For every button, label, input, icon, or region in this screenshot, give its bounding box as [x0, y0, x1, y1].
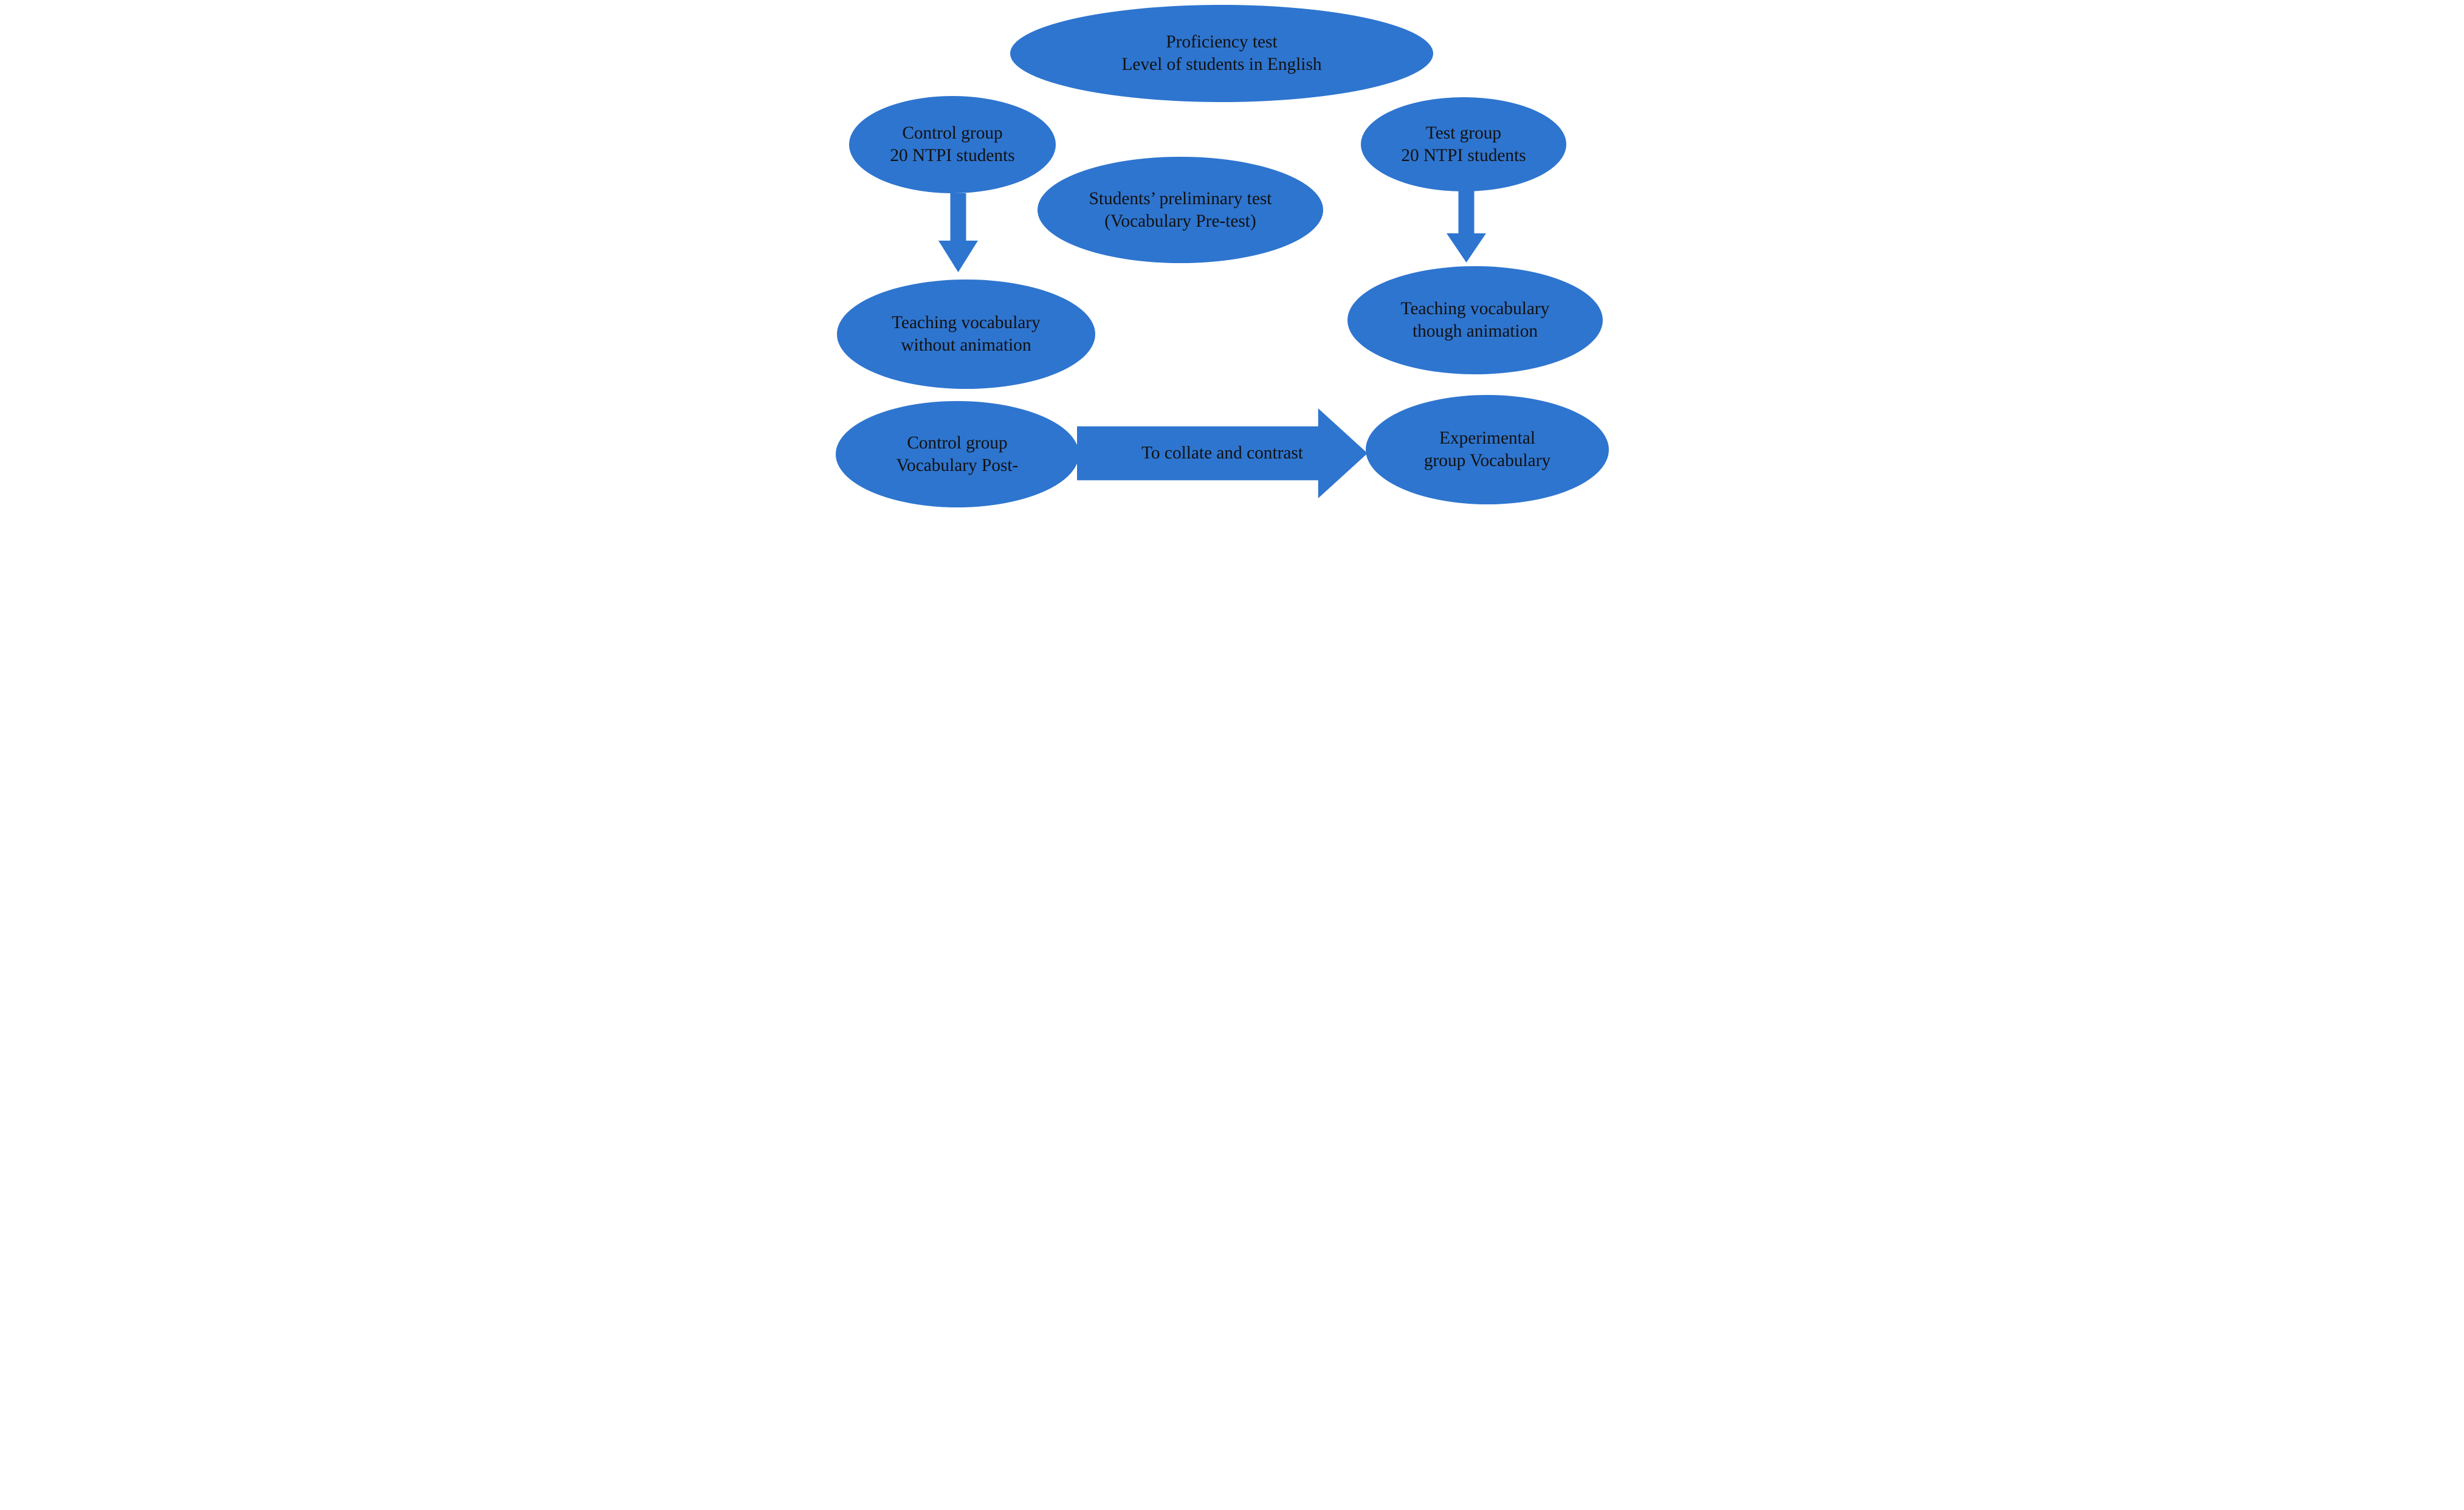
- node-proficiency: Proficiency test Level of students in En…: [1010, 5, 1433, 102]
- node-line: Vocabulary Post-: [896, 455, 1019, 477]
- node-experimental: Experimental group Vocabulary: [1366, 395, 1609, 504]
- arrow-down-icon: [1447, 190, 1486, 263]
- node-line: though animation: [1413, 320, 1538, 343]
- node-line: 20 NTPI students: [890, 145, 1014, 167]
- node-line: Experimental: [1439, 427, 1535, 450]
- node-line: group Vocabulary: [1424, 450, 1550, 472]
- node-teach-anim: Teaching vocabulary though animation: [1347, 266, 1603, 374]
- node-line: Level of students in English: [1121, 53, 1321, 76]
- arrow-collate: To collate and contrast: [1077, 408, 1368, 498]
- arrow-down-icon: [938, 193, 978, 272]
- node-line: Teaching vocabulary: [892, 312, 1041, 334]
- node-line: (Vocabulary Pre-test): [1104, 210, 1256, 233]
- node-teach-no-anim: Teaching vocabulary without animation: [837, 280, 1095, 389]
- arrow-right-icon: [1077, 408, 1368, 498]
- node-preliminary: Students’ preliminary test (Vocabulary P…: [1038, 157, 1323, 263]
- flowchart-canvas: Proficiency test Level of students in En…: [807, 0, 1657, 521]
- node-line: 20 NTPI students: [1401, 145, 1526, 167]
- node-line: without animation: [901, 334, 1031, 357]
- node-line: Control group: [907, 432, 1007, 455]
- node-test-group: Test group 20 NTPI students: [1361, 97, 1566, 191]
- node-line: Test group: [1426, 122, 1501, 145]
- arrow-left-down: [938, 193, 978, 272]
- node-line: Teaching vocabulary: [1401, 298, 1550, 320]
- node-line: Proficiency test: [1166, 31, 1277, 53]
- arrow-right-down: [1447, 190, 1486, 263]
- node-control-post: Control group Vocabulary Post-: [836, 401, 1079, 507]
- node-control-group: Control group 20 NTPI students: [849, 96, 1056, 193]
- node-line: Students’ preliminary test: [1089, 188, 1272, 210]
- node-line: Control group: [902, 122, 1002, 145]
